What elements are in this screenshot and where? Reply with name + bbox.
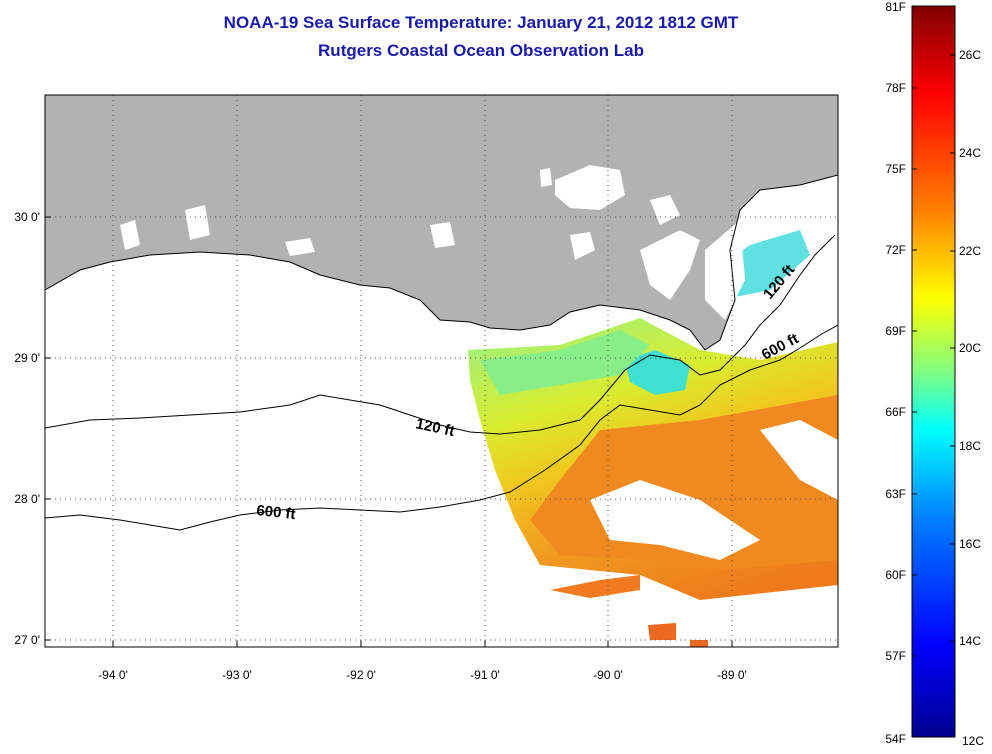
warm-patch-south [648,623,676,640]
cool-water-plume [625,350,690,395]
lake-pontchartrain [555,165,625,210]
colorbar-c-label: 22C [959,244,981,258]
colorbar-c-label: 16C [959,537,981,551]
lon-label: -89 0' [717,668,747,682]
colorbar-ticks [912,54,955,657]
colorbar-f-label: 60F [885,568,906,582]
map-title: NOAA-19 Sea Surface Temperature: January… [223,13,739,32]
colorbar-c-label: 24C [959,146,981,160]
lake [185,205,210,240]
lake [570,232,595,260]
cool-water-green [480,330,650,395]
contour-120ft [45,234,836,435]
contour-label-600ft-west: 600 ft [256,502,297,523]
colorbar-f-label: 72F [885,243,906,257]
delta-wetlands [640,230,700,300]
colorbar-f-label: 69F [885,324,906,338]
map-subtitle: Rutgers Coastal Ocean Observation Lab [318,41,644,60]
lat-label: 29 0' [14,351,40,365]
lake-borgne [650,195,680,225]
lon-label: -92 0' [346,668,376,682]
lake [120,220,140,250]
colorbar-f-label: 75F [885,162,906,176]
warm-patch-small [690,640,708,647]
lat-label: 27 0' [14,633,40,647]
colorbar-f-label: 81F [885,0,906,14]
cloud-gap-east [760,420,838,500]
warm-patch [550,575,640,598]
lat-gridlines [45,216,838,641]
colorbar-f-label: 66F [885,405,906,419]
lake [430,222,455,248]
colorbar-c-label: 20C [959,341,981,355]
cloud-gap [590,480,760,560]
colorbar-f-label: 54F [885,732,906,746]
lon-label: -93 0' [222,668,252,682]
colorbar [911,5,956,738]
lon-label: -91 0' [470,668,500,682]
colorbar-f-label: 63F [885,487,906,501]
colorbar-c-label: 18C [959,439,981,453]
lat-label: 28 0' [14,492,40,506]
colorbar-f-label: 57F [885,649,906,663]
colorbar-c-label: 14C [959,634,981,648]
lon-gridlines [112,95,733,647]
lake [540,168,552,187]
colorbar-c-label: 12C [962,734,984,748]
axis-ticks [45,216,733,647]
lake [285,238,315,256]
plot-frame [44,94,839,648]
contour-600ft [45,324,838,531]
lon-label: -94 0' [98,668,128,682]
colorbar-f-label: 78F [885,81,906,95]
land [45,95,838,350]
coastline [45,174,838,351]
lat-label: 30 0' [14,210,40,224]
colorbar-c-label: 26C [959,48,981,62]
lon-label: -90 0' [593,668,623,682]
